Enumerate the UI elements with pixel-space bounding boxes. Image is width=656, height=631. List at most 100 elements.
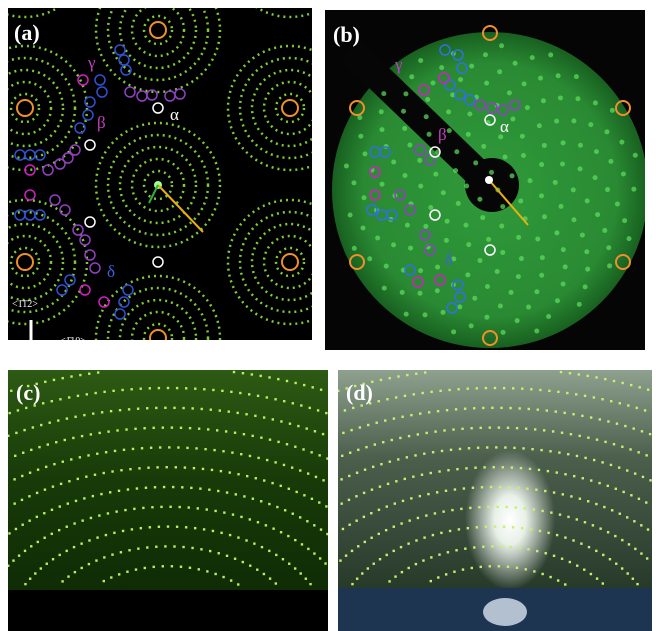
spot [436,491,438,493]
spot [81,435,83,437]
spot [149,526,151,528]
spot [190,487,192,489]
spot [408,519,410,521]
spot [417,433,419,435]
spot [593,396,595,398]
spot [541,573,543,575]
spot [563,264,568,269]
spot [546,314,551,319]
spot [155,407,157,409]
spot [430,556,432,558]
spot [495,269,500,274]
spot [340,502,342,504]
spot [520,467,522,469]
spot [599,418,601,420]
spot [132,448,134,450]
spot [294,446,296,448]
spot [621,382,623,384]
spot [80,567,82,569]
spot [143,427,145,429]
spot [474,467,476,469]
spot [142,507,144,509]
spot [44,381,46,383]
spot [135,568,137,570]
spot [569,372,571,374]
spot [454,488,456,490]
spot [260,500,262,502]
spot [387,483,389,485]
spot [49,422,51,424]
spot [350,429,352,431]
spot [602,582,604,584]
spot [585,198,590,203]
spot [96,536,98,538]
spot [561,140,566,145]
spot [248,393,250,395]
spot [548,390,550,392]
spot [539,273,544,278]
spot [243,495,245,497]
spot [53,463,55,465]
spot [397,458,399,460]
spot [626,236,631,241]
spot [269,438,271,440]
spot [498,426,500,428]
spot [556,471,558,473]
annotation: β [438,125,447,144]
spot [88,539,90,541]
spot [561,282,566,287]
spot [242,372,244,374]
spot [641,430,643,432]
spot [539,193,544,198]
spot [60,483,62,485]
spot [419,495,421,497]
spot [86,393,88,395]
spot [341,455,343,457]
spot [452,428,454,430]
spot [46,563,48,565]
spot [550,511,552,513]
spot [96,453,98,455]
spot [13,478,15,480]
spot [428,411,430,413]
spot [417,158,422,163]
spot [312,386,314,388]
spot [485,284,490,289]
spot [15,528,17,530]
spot [173,545,175,547]
spot [357,545,359,547]
spot [364,468,366,470]
spot [103,391,105,393]
spot [633,153,638,158]
spot [560,371,562,373]
spot [337,390,339,392]
spot [421,392,423,394]
spot [197,507,199,509]
spot [236,412,238,414]
spot [489,426,491,428]
spot [198,568,200,570]
spot [92,412,94,414]
spot [499,486,501,488]
spot [294,382,296,384]
spot [467,527,469,529]
spot [269,577,271,579]
spot [500,545,502,547]
spot [28,519,30,521]
spot [395,396,397,398]
spot [300,404,302,406]
spot [458,528,460,530]
spot [596,577,598,579]
spot [237,536,239,538]
spot [77,478,79,480]
spot [378,533,380,535]
spot [439,65,444,70]
spot [325,505,327,507]
spot [649,433,651,435]
spot [306,427,308,429]
spot [111,470,113,472]
spot [577,302,582,307]
spot [260,375,262,377]
spot [115,510,117,512]
spot [288,563,290,565]
